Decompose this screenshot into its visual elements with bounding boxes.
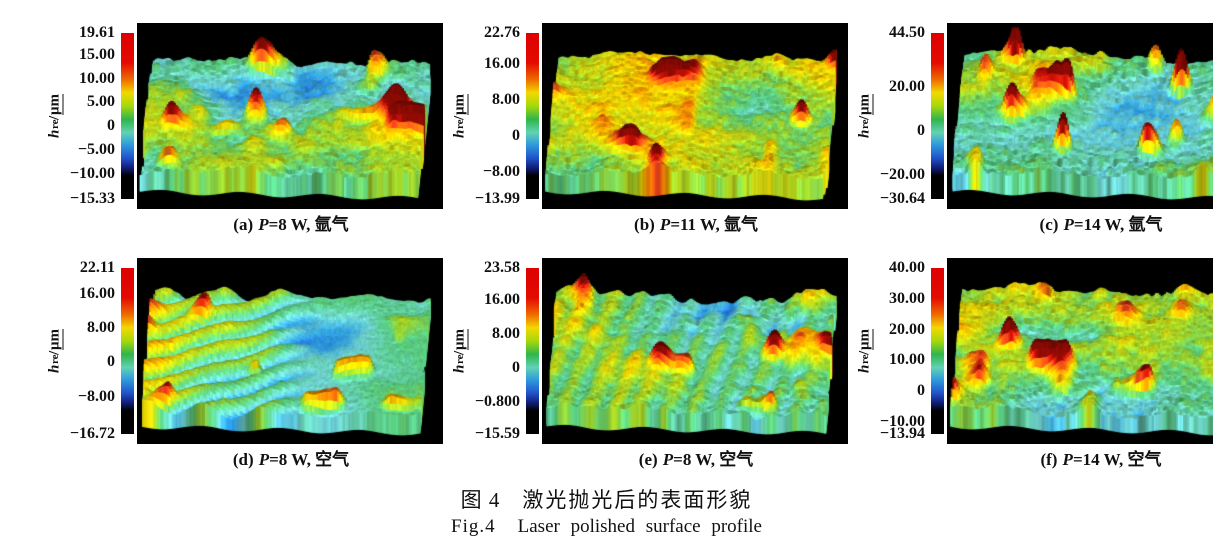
colorbar-tick: 16.00 <box>484 54 520 72</box>
colorbar-tick: 0 <box>917 122 925 140</box>
surface-plot-area: h re / μm 40.00 30.00 20.00 10.00 0 −10.00 −13.94 <box>850 256 1213 446</box>
panel-caption: (e) P=8 W, 空气 <box>638 450 754 469</box>
figure-caption-cn: 图 4 激光抛光后的表面形貌 <box>460 488 753 512</box>
colorbar <box>121 33 134 199</box>
colorbar-tick: −10.00 <box>879 412 925 430</box>
colorbar-tick: −15.59 <box>474 425 520 442</box>
surface-plot-area: h re / μm 44.50 20.00 0 −20.00 −30.64 <box>850 21 1213 211</box>
panel-e: h re / μm 23.58 16.00 8.00 0 −0.800 −15.59 (e) P=… <box>445 256 850 472</box>
colorbar-tick: −30.64 <box>879 190 925 207</box>
colorbar <box>526 268 539 434</box>
colorbar-tick: −15.33 <box>69 190 115 207</box>
colorbar <box>121 268 134 434</box>
colorbar-tick: 15.00 <box>79 45 115 63</box>
colorbar-tick: −13.94 <box>879 425 925 442</box>
colorbar-tick: 20.00 <box>889 78 925 96</box>
colorbar-tick: 16.00 <box>79 285 115 303</box>
colorbar-tick: 40.00 <box>889 259 925 276</box>
surface-plot-area: h re / μm 23.58 16.00 8.00 0 −0.800 −15.59 <box>445 256 850 446</box>
colorbar-tick: 20.00 <box>889 320 925 338</box>
colorbar-tick: 10.00 <box>79 69 115 87</box>
surface-plot-canvas <box>947 258 1213 444</box>
surface-plot-canvas <box>137 258 443 444</box>
colorbar-tick: −16.72 <box>69 425 115 442</box>
colorbar <box>526 33 539 199</box>
colorbar-tick-labels: 19.61 15.00 10.00 5.00 0 −5.00 −10.00 −15.33 <box>40 25 117 207</box>
colorbar-tick-labels: 22.11 16.00 8.00 0 −8.00 −16.72 <box>40 260 117 442</box>
colorbar-tick: 10.00 <box>889 351 925 369</box>
colorbar-tick: 44.50 <box>889 24 925 41</box>
colorbar-tick: 5.00 <box>87 93 115 111</box>
surface-plot-canvas <box>542 23 848 209</box>
colorbar-tick-labels: 44.50 20.00 0 −20.00 −30.64 <box>850 25 927 207</box>
figure-caption-en: Fig.4 Laser polished surface profile <box>451 516 762 537</box>
panel-caption: (a) P=8 W, 氩气 <box>233 215 349 234</box>
surface-plot-area: h re / μm 22.76 16.00 8.00 0 −8.00 −13.99 <box>445 21 850 211</box>
colorbar-tick: 30.00 <box>889 289 925 307</box>
surface-plot-canvas <box>542 258 848 444</box>
colorbar-tick: 22.11 <box>79 259 115 276</box>
surface-plot-canvas <box>137 23 443 209</box>
colorbar-tick-labels: 40.00 30.00 20.00 10.00 0 −10.00 −13.94 <box>850 260 927 442</box>
panel-b: h re / μm 22.76 16.00 8.00 0 −8.00 −13.99 (b) P=1… <box>445 21 850 237</box>
colorbar-tick: 8.00 <box>492 325 520 343</box>
colorbar-tick: 8.00 <box>492 90 520 108</box>
colorbar-tick: −8.00 <box>77 387 115 405</box>
panel-f: h re / μm 40.00 30.00 20.00 10.00 0 −10.00 −13.94… <box>850 256 1213 472</box>
colorbar <box>931 268 944 434</box>
colorbar-tick: −8.00 <box>482 162 520 180</box>
surface-plot-canvas <box>947 23 1213 209</box>
panel-caption: (b) P=11 W, 氩气 <box>634 215 758 234</box>
colorbar-tick: 23.58 <box>484 259 520 276</box>
panel-a: h re / μm 19.61 15.00 10.00 5.00 0 −5.00 −10.00 −1… <box>40 21 445 237</box>
colorbar-tick-labels: 22.76 16.00 8.00 0 −8.00 −13.99 <box>445 25 522 207</box>
colorbar-tick: 0 <box>512 126 520 144</box>
surface-plot-area: h re / μm 19.61 15.00 10.00 5.00 0 −5.00 −10.00 −1… <box>40 21 445 211</box>
colorbar-tick: −5.00 <box>77 140 115 158</box>
colorbar-tick-labels: 23.58 16.00 8.00 0 −0.800 −15.59 <box>445 260 522 442</box>
colorbar-tick: 0 <box>107 117 115 135</box>
colorbar-tick: 0 <box>107 353 115 371</box>
panel-caption: (d) P=8 W, 空气 <box>232 450 350 469</box>
colorbar-tick: 19.61 <box>79 24 115 41</box>
colorbar <box>931 33 944 199</box>
panel-c: h re / μm 44.50 20.00 0 −20.00 −30.64 (c) P=14 W… <box>850 21 1213 237</box>
colorbar-tick: 22.76 <box>484 24 520 41</box>
colorbar-tick: −13.99 <box>474 190 520 207</box>
panel-d: h re / μm 22.11 16.00 8.00 0 −8.00 −16.72 (d) P=8… <box>40 256 445 472</box>
colorbar-tick: 0 <box>917 382 925 400</box>
surface-plot-area: h re / μm 22.11 16.00 8.00 0 −8.00 −16.72 <box>40 256 445 446</box>
colorbar-tick: −10.00 <box>69 164 115 182</box>
colorbar-tick: −0.800 <box>474 392 520 410</box>
panel-caption: (f) P=14 W, 空气 <box>1040 450 1162 469</box>
colorbar-tick: 16.00 <box>484 291 520 309</box>
colorbar-tick: −20.00 <box>879 166 925 184</box>
panel-caption: (c) P=14 W, 氩气 <box>1039 215 1163 234</box>
colorbar-tick: 8.00 <box>87 319 115 337</box>
colorbar-tick: 0 <box>512 358 520 376</box>
